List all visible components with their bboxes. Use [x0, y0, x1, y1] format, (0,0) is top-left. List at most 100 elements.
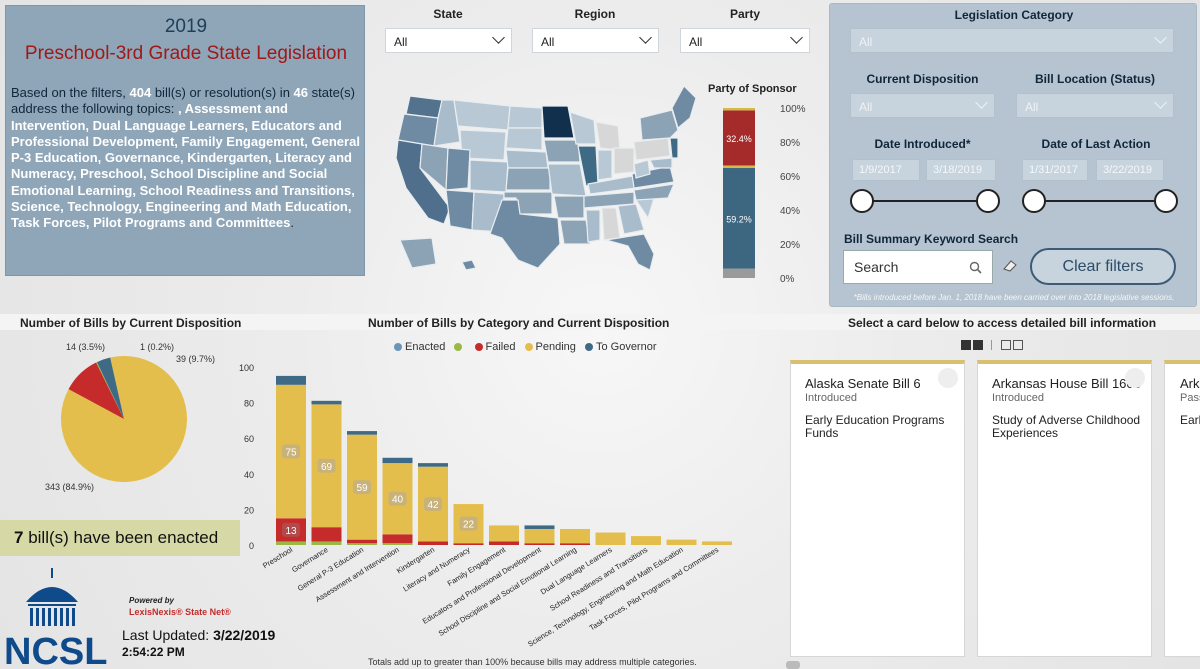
card-title: Arkansas — [1180, 376, 1200, 391]
bar-data-label: 75 — [285, 448, 297, 459]
bar-segment — [276, 541, 306, 545]
bar-segment — [347, 543, 377, 545]
date-last-action-end-handle[interactable] — [1154, 189, 1178, 213]
summary-title: Preschool-3rd Grade State Legislation — [24, 43, 348, 64]
pager-page-4[interactable] — [1012, 340, 1023, 350]
date-introduced-start-handle[interactable] — [850, 189, 874, 213]
eraser-icon[interactable] — [1002, 259, 1018, 273]
chevron-down-icon — [975, 96, 988, 109]
map-state-tx — [489, 199, 561, 269]
date-introduced-from[interactable]: 1/9/2017 — [852, 159, 920, 181]
map-state-sd — [505, 127, 543, 151]
date-introduced-to[interactable]: 3/18/2019 — [926, 159, 996, 181]
map-state-mo — [547, 163, 587, 197]
date-last-action-from[interactable]: 1/31/2017 — [1022, 159, 1088, 181]
legend-pending-dot — [524, 343, 533, 351]
bar-legend: Enacted Failed Pending To Governor — [388, 341, 657, 353]
chevron-down-icon — [492, 31, 505, 44]
last-updated: Last Updated: 3/22/2019 — [122, 627, 276, 643]
bill-card[interactable]: Arkansas House Bill 1606 Introduced Stud… — [977, 360, 1152, 657]
map-state-fl — [605, 233, 655, 271]
location-label: Bill Location (Status) — [1035, 72, 1155, 86]
pager-page-3[interactable] — [1000, 340, 1011, 350]
us-map[interactable] — [392, 68, 697, 278]
location-dropdown[interactable]: All — [1016, 93, 1174, 118]
card-description: Study of Adverse Childhood Experiences — [992, 413, 1141, 440]
bar-segment — [560, 543, 590, 545]
bar-segment — [489, 525, 519, 542]
bill-card[interactable]: Alaska Senate Bill 6 Introduced Early Ed… — [790, 360, 965, 657]
map-state-ms — [585, 209, 601, 243]
search-input[interactable]: Search — [843, 250, 993, 284]
date-last-action-slider[interactable] — [1034, 200, 1162, 202]
party-axis-tick: 100% — [780, 104, 806, 115]
bar-segment — [311, 527, 342, 542]
pager-page-1[interactable] — [961, 340, 971, 350]
bar-segment — [382, 534, 413, 544]
map-state-va — [631, 165, 675, 189]
date-introduced-label: Date Introduced* — [874, 137, 971, 151]
summary-text: Based on the filters, 404 bill(s) or res… — [11, 85, 360, 231]
region-dropdown[interactable]: All — [532, 28, 659, 53]
pager-page-2[interactable] — [973, 340, 983, 350]
bar-data-label: 42 — [427, 500, 439, 511]
map-state-mt — [453, 99, 511, 131]
bar-segment — [418, 541, 448, 545]
party-filter-label: Party — [729, 7, 761, 21]
map-state-hi — [461, 259, 477, 271]
map-state-md — [649, 157, 673, 169]
category-dropdown[interactable]: All — [850, 28, 1174, 53]
map-state-ak — [399, 237, 437, 269]
bar-segment — [524, 528, 555, 544]
bar-axis-tick: 20 — [244, 505, 254, 515]
party-segment-label: 32.4% — [726, 134, 752, 144]
bar-axis-tick: 60 — [244, 434, 254, 444]
search-icon — [969, 261, 982, 274]
bar-segment — [524, 543, 555, 545]
map-state-la — [559, 219, 591, 245]
pie-slice-label: 343 (84.9%) — [45, 482, 94, 492]
date-last-action-to[interactable]: 3/22/2019 — [1096, 159, 1164, 181]
date-introduced-slider[interactable] — [862, 200, 990, 202]
disposition-dropdown[interactable]: All — [850, 93, 995, 118]
legend-enacted-dot — [394, 343, 402, 351]
map-state-pa — [633, 137, 671, 161]
date-introduced-end-handle[interactable] — [976, 189, 1000, 213]
bar-data-label: 40 — [392, 495, 404, 506]
map-state-al — [601, 207, 621, 241]
party-axis-tick: 20% — [780, 240, 800, 251]
party-segment — [723, 268, 755, 278]
map-state-ne — [505, 149, 549, 169]
bar-segment — [347, 431, 377, 435]
pie-chart-title: Number of Bills by Current Disposition — [20, 316, 242, 330]
bill-card[interactable]: Arkansas Passed Early Programs — [1164, 360, 1200, 657]
party-dropdown[interactable]: All — [680, 28, 810, 53]
category-label: Legislation Category — [954, 8, 1074, 22]
enacted-banner: 7 bill(s) have been enacted — [0, 520, 240, 556]
bar-data-label: 13 — [285, 526, 297, 537]
bar-segment — [524, 525, 555, 529]
map-state-id — [433, 99, 461, 147]
horizontal-scrollbar[interactable] — [786, 661, 800, 669]
chevron-down-icon — [790, 31, 803, 44]
bar-segment — [276, 375, 306, 385]
legend-failed-dot — [474, 343, 483, 351]
state-dropdown[interactable]: All — [385, 28, 512, 53]
clear-filters-button[interactable]: Clear filters — [1030, 248, 1176, 285]
date-last-action-label: Date of Last Action — [1041, 137, 1151, 151]
carryover-note: *Bills introduced before Jan. 1, 2018 ha… — [853, 293, 1175, 302]
card-pager[interactable] — [961, 337, 1023, 355]
party-of-sponsor-chart[interactable]: 59.2% 32.4% 100% 80% 60% 40% 20% 0% — [712, 100, 812, 285]
party-axis-tick: 80% — [780, 138, 800, 149]
map-state-wi — [569, 111, 597, 145]
powered-by: Powered by — [129, 596, 174, 605]
state-count: 46 — [293, 85, 309, 100]
disposition-pie-chart[interactable]: 343 (84.9%) 39 (9.7%)1 (0.2%) 14 (3.5%) — [0, 334, 240, 504]
legend-to-governor-dot — [584, 343, 593, 351]
search-label: Bill Summary Keyword Search — [844, 232, 1019, 246]
card-description: Early Education Programs Funds — [805, 413, 945, 440]
bar-segment — [560, 528, 590, 544]
bill-count: 404 — [129, 85, 152, 100]
date-last-action-start-handle[interactable] — [1022, 189, 1046, 213]
